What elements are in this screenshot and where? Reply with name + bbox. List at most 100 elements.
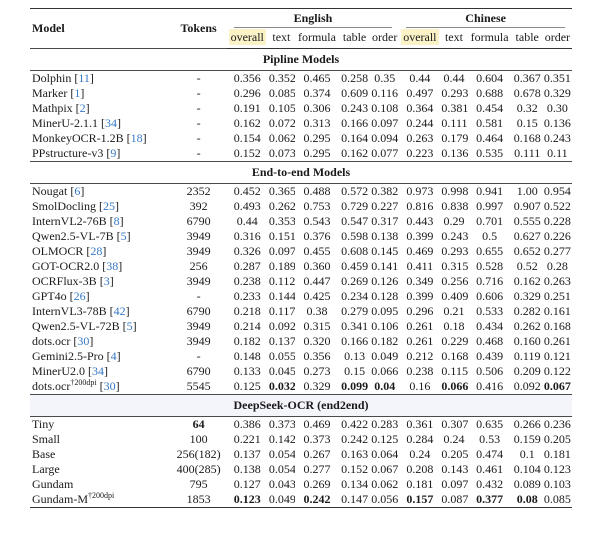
ocr-benchmark-table: Model Tokens English Chinese overall tex… [30, 8, 572, 508]
citation-ref-link[interactable]: 34 [92, 364, 104, 378]
metric-cell: 0.054 [268, 447, 295, 461]
tokens-cell: 2352 [186, 184, 211, 198]
metric-cell: 0.44 [409, 71, 431, 85]
table-row: dots.ocr [30] 3949 0.182 0.137 0.320 0.166 0… [30, 334, 572, 349]
citation-ref-link[interactable]: 5 [120, 229, 127, 243]
metric-cell: 0.067 [543, 379, 571, 393]
metric-cell: 0.209 [513, 364, 541, 378]
model-cell: Gemini2.5-Pro [4] [30, 349, 170, 364]
metric-cell: 0.108 [371, 101, 399, 115]
metric-cell: 0.151 [268, 229, 295, 243]
metric-cell: 0.238 [406, 364, 434, 378]
metric-cell: 0.277 [543, 244, 571, 258]
citation-ref-link[interactable]: 1 [74, 86, 81, 100]
metric-cell: 0.53 [479, 432, 501, 446]
metric-cell: 0.609 [341, 86, 369, 100]
metric-cell: 0.123 [226, 492, 268, 508]
metric-cell: 0.243 [543, 131, 571, 145]
model-cell: Small [30, 432, 170, 447]
metric-cell: 0.148 [233, 349, 261, 363]
metric-cell: 0.439 [476, 349, 504, 363]
citation-ref-link[interactable]: 38 [106, 259, 119, 273]
citation-ref-link[interactable]: 11 [78, 71, 90, 85]
metric-cell: 0.409 [441, 289, 468, 303]
group-label-chinese: Chinese [406, 11, 565, 28]
citation-ref-link[interactable]: 5 [126, 319, 133, 333]
citation-ref-link[interactable]: 8 [113, 214, 120, 228]
metric-cell: 0.528 [476, 259, 504, 273]
metric-cell: 0.329 [513, 289, 541, 303]
tokens-cell: 5545 [186, 379, 211, 393]
metric-cell: 0.313 [303, 116, 331, 130]
metric-cell: 0.077 [371, 146, 399, 160]
model-cell: InternVL3-78B [42] [30, 304, 170, 319]
citation-ref-link[interactable]: 18 [130, 131, 143, 145]
metric-cell: 0.229 [441, 334, 468, 348]
metric-cell: 0.533 [476, 304, 504, 318]
citation: [1] [67, 86, 85, 100]
metric-cell: 0.162 [341, 146, 369, 160]
table-row: Qwen2.5-VL-72B [5] 3949 0.214 0.092 0.315 0… [30, 319, 572, 334]
citation-ref-link[interactable]: 30 [77, 334, 90, 348]
citation-ref-link[interactable]: 3 [103, 274, 110, 288]
metric-cell: 0.464 [476, 131, 504, 145]
metric-cell: 0.365 [268, 184, 295, 198]
citation-ref-link[interactable]: 9 [110, 146, 117, 160]
metric-cell: 0.1 [519, 447, 535, 461]
metric-cell: 0.816 [406, 199, 434, 213]
metric-cell: 0.115 [441, 364, 468, 378]
citation-ref-link[interactable]: 28 [90, 244, 103, 258]
subcol-english-text: text [267, 28, 295, 49]
metric-cell: 0.055 [268, 349, 295, 363]
model-cell: OLMOCR [28] [30, 244, 170, 259]
metric-cell: 0.106 [371, 319, 399, 333]
citation-ref-link[interactable]: 42 [113, 304, 126, 318]
metric-cell: 0.627 [513, 229, 541, 243]
metric-cell: 0.28 [546, 259, 568, 273]
model-cell: Mathpix [2] [30, 101, 170, 116]
table-row: GOT-OCR2.0 [38] 256 0.287 0.189 0.360 0.459… [30, 259, 572, 274]
metric-cell: 0.399 [406, 229, 434, 243]
metric-cell: 0.117 [268, 304, 295, 318]
citation-ref-link[interactable]: 25 [103, 199, 116, 213]
metric-cell: 0.136 [441, 146, 468, 160]
citation-ref-link[interactable]: 6 [74, 184, 81, 198]
citation: [26] [66, 289, 90, 303]
metric-cell: 0.208 [406, 462, 434, 476]
metric-cell: 0.973 [406, 184, 434, 198]
metric-cell: 0.244 [406, 116, 434, 130]
citation-ref-link[interactable]: 34 [105, 116, 117, 130]
citation-ref-link[interactable]: 26 [73, 289, 86, 303]
metric-cell: 0.263 [406, 131, 434, 145]
metric-cell: 0.317 [371, 214, 399, 228]
model-name: GOT-OCR2.0 [32, 259, 100, 273]
metric-cell: 0.269 [341, 274, 369, 288]
metric-cell: 0.293 [441, 86, 468, 100]
metric-cell: 0.29 [443, 214, 465, 228]
metric-cell: 0.104 [513, 462, 541, 476]
metric-cell: 0.263 [543, 274, 571, 288]
citation-ref-link[interactable]: 4 [110, 349, 117, 363]
table-row: MinerU2.0 [34] 6790 0.133 0.045 0.273 0.15 0… [30, 364, 572, 379]
citation: [25] [96, 199, 120, 213]
metric-cell: 0.469 [406, 244, 434, 258]
metric-cell: 0.465 [303, 71, 331, 85]
metric-cell: 0.236 [543, 417, 571, 431]
subcol-english-order: order [370, 28, 400, 49]
citation-ref-link[interactable]: 30 [103, 379, 116, 393]
model-cell: Gundam [30, 477, 170, 492]
model-cell: MonkeyOCR-1.2B [18] [30, 131, 170, 146]
metric-cell: 0.373 [268, 417, 295, 431]
citation-ref-link[interactable]: 2 [79, 101, 86, 115]
metric-cell: 0.282 [513, 304, 541, 318]
table-row: Dolphin [11] - 0.356 0.352 0.465 0.258 0.35 0… [30, 71, 572, 87]
metric-cell: 0.128 [371, 289, 399, 303]
metric-cell: 0.122 [543, 364, 571, 378]
metric-cell: 0.125 [371, 432, 399, 446]
metric-cell: 0.162 [513, 274, 541, 288]
model-cell: Qwen2.5-VL-72B [5] [30, 319, 170, 334]
tokens-cell: - [196, 86, 201, 100]
tokens-cell: - [196, 146, 201, 160]
model-cell: OCRFlux-3B [3] [30, 274, 170, 289]
model-cell: MinerU-2.1.1 [34] [30, 116, 170, 131]
